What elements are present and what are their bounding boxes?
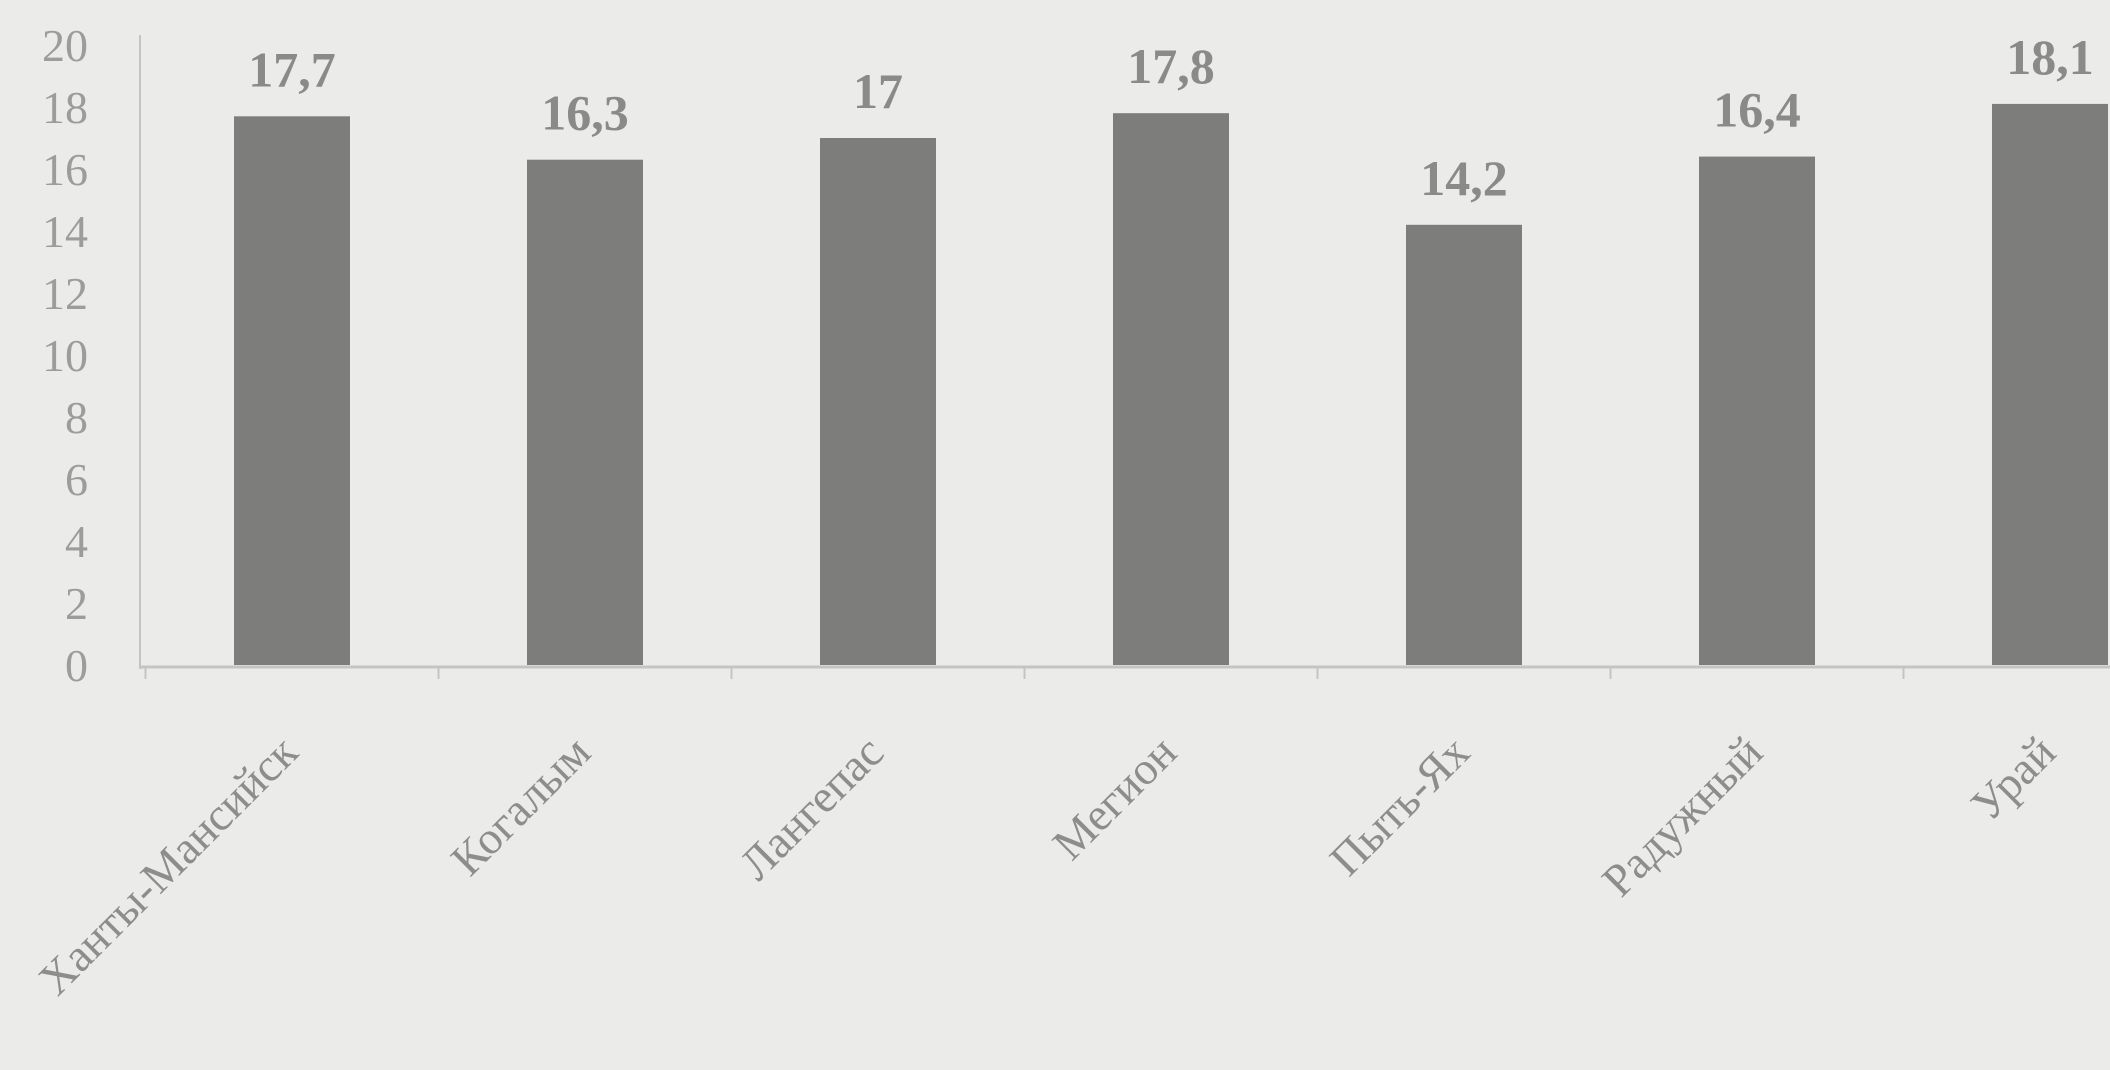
- x-axis: [139, 35, 2110, 679]
- category-label: Урай: [1961, 726, 2065, 830]
- category-label: Пыть-Ях: [1320, 726, 1479, 885]
- y-tick-label: 20: [42, 20, 88, 71]
- y-tick-label: 0: [65, 640, 88, 691]
- y-tick-label: 14: [42, 206, 88, 257]
- category-label: Мегион: [1043, 726, 1186, 869]
- bar: [1406, 224, 1522, 666]
- y-tick-label: 12: [42, 268, 88, 319]
- bars: [234, 103, 2108, 666]
- data-label: 18,1: [2006, 29, 2094, 85]
- category-label: Ханты-Мансийск: [29, 726, 308, 1005]
- data-label: 16,4: [1713, 82, 1801, 138]
- y-tick-label: 10: [42, 330, 88, 381]
- category-label: Когалым: [441, 726, 600, 885]
- bar: [820, 138, 936, 665]
- data-label: 17,8: [1127, 38, 1215, 94]
- category-label: Радужный: [1592, 726, 1772, 906]
- category-labels: Ханты-Мансийск Когалым Лангепас Мегион Пыть-…: [29, 726, 2066, 1005]
- y-tick-label: 16: [42, 144, 88, 195]
- data-labels: 17,7 16,3 17 17,8 14,2 16,4 18,1: [248, 29, 2094, 206]
- y-axis-ticks: 0 2 4 6 8 10 12 14 16 18 20: [42, 20, 88, 691]
- data-label: 14,2: [1420, 150, 1508, 206]
- y-tick-label: 2: [65, 578, 88, 629]
- bar: [234, 116, 350, 666]
- bar: [527, 159, 643, 665]
- y-tick-label: 18: [42, 82, 88, 133]
- category-label: Лангепас: [729, 726, 893, 890]
- bar: [1992, 103, 2108, 665]
- y-tick-label: 6: [65, 454, 88, 505]
- y-tick-label: 8: [65, 392, 88, 443]
- data-label: 16,3: [541, 85, 629, 141]
- y-tick-label: 4: [65, 516, 88, 567]
- data-label: 17: [853, 63, 903, 119]
- bar: [1699, 156, 1815, 665]
- data-label: 17,7: [248, 41, 336, 97]
- bar: [1113, 113, 1229, 665]
